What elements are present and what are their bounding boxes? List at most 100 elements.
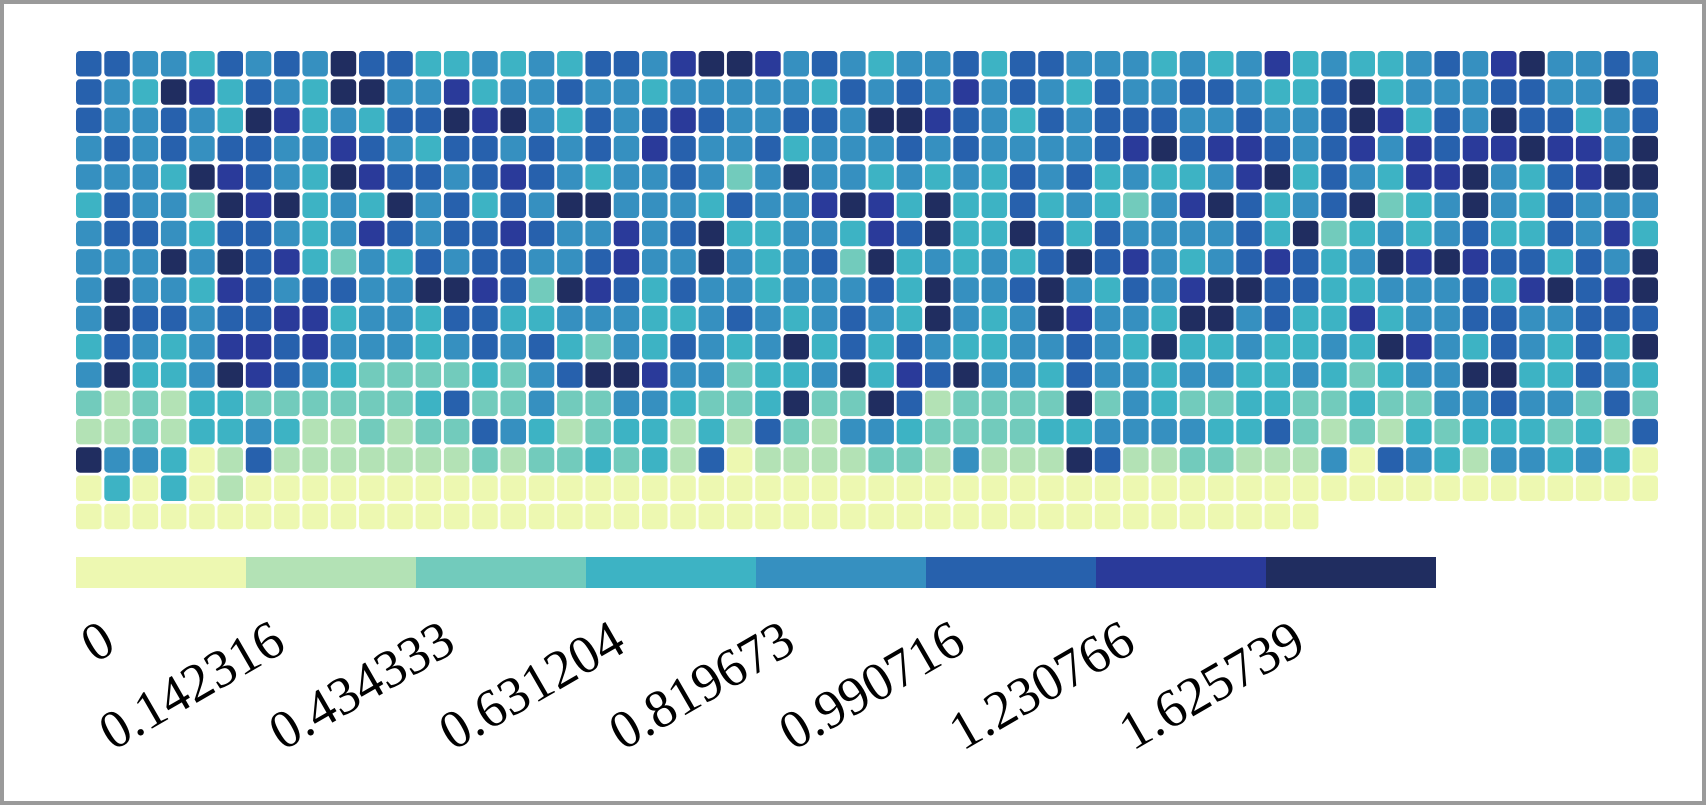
cell bbox=[1377, 447, 1404, 473]
cell bbox=[1632, 418, 1658, 445]
cell bbox=[1377, 305, 1404, 332]
cell bbox=[415, 107, 442, 134]
cell bbox=[1491, 135, 1517, 162]
cell bbox=[1123, 79, 1149, 105]
cell bbox=[1491, 305, 1517, 332]
cell bbox=[472, 51, 498, 77]
cell bbox=[1094, 107, 1121, 134]
cell bbox=[1406, 135, 1432, 162]
cell bbox=[1604, 107, 1630, 134]
cell bbox=[1009, 334, 1036, 360]
cell bbox=[670, 79, 696, 105]
cell bbox=[868, 305, 894, 332]
cell bbox=[528, 192, 555, 218]
cell bbox=[670, 362, 696, 388]
cell bbox=[387, 220, 413, 247]
cell bbox=[840, 220, 866, 247]
cell bbox=[104, 192, 130, 218]
cell bbox=[1179, 249, 1206, 275]
cell bbox=[755, 249, 781, 275]
cell bbox=[330, 475, 357, 501]
cell bbox=[1547, 447, 1574, 473]
cell bbox=[274, 51, 300, 77]
cell bbox=[585, 362, 611, 388]
cell bbox=[670, 277, 696, 303]
cell bbox=[217, 164, 243, 190]
cell bbox=[330, 249, 357, 275]
cell bbox=[1632, 277, 1658, 303]
cell bbox=[1575, 418, 1602, 445]
cell bbox=[1434, 277, 1460, 303]
cell bbox=[1321, 305, 1347, 332]
cell bbox=[1321, 79, 1347, 105]
cell bbox=[387, 164, 413, 190]
cell bbox=[1349, 164, 1375, 190]
cell bbox=[953, 277, 979, 303]
cell bbox=[840, 107, 866, 134]
cell bbox=[217, 277, 243, 303]
cell bbox=[1208, 107, 1234, 134]
cell bbox=[217, 305, 243, 332]
cell bbox=[160, 192, 187, 218]
cell bbox=[1434, 107, 1460, 134]
cell bbox=[245, 135, 272, 162]
cell bbox=[557, 362, 583, 388]
cell bbox=[472, 107, 498, 134]
cell bbox=[274, 447, 300, 473]
cell bbox=[726, 390, 753, 417]
cell bbox=[670, 164, 696, 190]
cell bbox=[868, 362, 894, 388]
cell bbox=[1462, 334, 1489, 360]
cell bbox=[528, 362, 555, 388]
cell bbox=[1066, 249, 1092, 275]
cell bbox=[443, 249, 470, 275]
cell bbox=[76, 51, 102, 77]
cell bbox=[1151, 192, 1177, 218]
cell bbox=[387, 79, 413, 105]
cell bbox=[443, 447, 470, 473]
cell bbox=[698, 192, 725, 218]
cell bbox=[642, 418, 668, 445]
cell bbox=[500, 164, 526, 190]
cell bbox=[1406, 390, 1432, 417]
cell bbox=[500, 220, 526, 247]
cell bbox=[783, 390, 809, 417]
cell bbox=[1462, 305, 1489, 332]
cell bbox=[896, 249, 923, 275]
cell bbox=[1236, 447, 1262, 473]
cell bbox=[1179, 164, 1206, 190]
cell bbox=[896, 192, 923, 218]
cell bbox=[783, 107, 809, 134]
cell bbox=[557, 51, 583, 77]
cell bbox=[217, 447, 243, 473]
cell bbox=[726, 135, 753, 162]
cell bbox=[1151, 51, 1177, 77]
cell bbox=[1151, 475, 1177, 501]
cell bbox=[274, 418, 300, 445]
cell bbox=[274, 135, 300, 162]
cell bbox=[1604, 418, 1630, 445]
cell bbox=[1632, 334, 1658, 360]
cell bbox=[1547, 107, 1574, 134]
cell bbox=[415, 362, 442, 388]
cell bbox=[557, 390, 583, 417]
cell bbox=[189, 249, 215, 275]
cell bbox=[953, 418, 979, 445]
cell bbox=[1519, 447, 1545, 473]
cell bbox=[642, 362, 668, 388]
cell bbox=[981, 249, 1008, 275]
cell bbox=[585, 249, 611, 275]
cell bbox=[359, 334, 385, 360]
cell bbox=[585, 79, 611, 105]
cell bbox=[1208, 362, 1234, 388]
cell bbox=[500, 447, 526, 473]
cell bbox=[217, 390, 243, 417]
cell bbox=[642, 192, 668, 218]
cell bbox=[1519, 418, 1545, 445]
cell bbox=[981, 164, 1008, 190]
cell bbox=[1151, 362, 1177, 388]
colorbar-segment bbox=[756, 557, 926, 588]
cell bbox=[1547, 418, 1574, 445]
cell bbox=[1123, 418, 1149, 445]
cell bbox=[613, 51, 640, 77]
